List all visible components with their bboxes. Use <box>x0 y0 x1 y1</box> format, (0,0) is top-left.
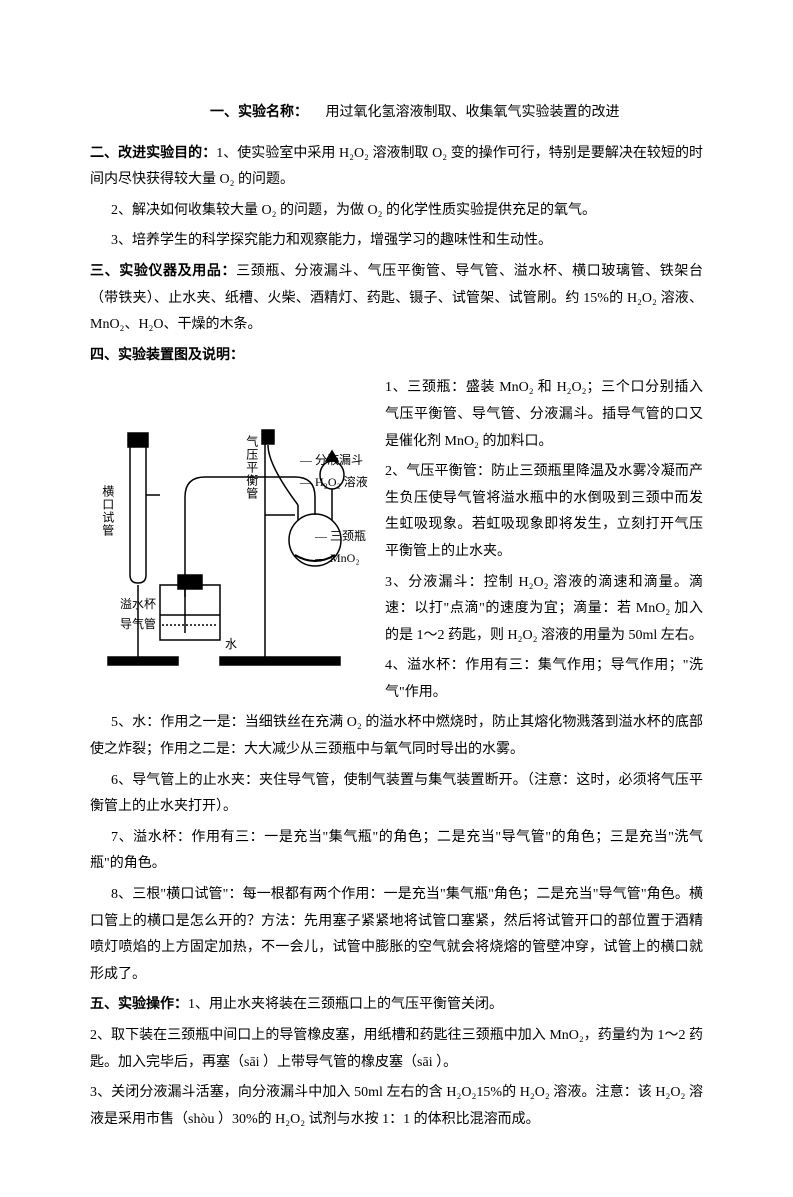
sec3-label: 三、实验仪器及用品： <box>90 264 236 279</box>
r4: 4、溢水杯：作用有三：集气作用；导气作用；"洗气"作用。 <box>385 653 703 706</box>
p6: 6、导气管上的止水夹：夹住导气管，使制气装置与集气装置断开。（注意：这时，必须将… <box>90 768 703 821</box>
p5: 5、水：作用之一是：当细铁丝在充满 O₂ 的溢水杯中燃烧时，防止其熔化物溅落到溢… <box>90 710 703 763</box>
label-sanjing: — 三颈瓶 <box>315 525 366 548</box>
r2: 2、气压平衡管：防止三颈瓶里降温及水雾冷凝而产生负压使导气管将溢水瓶中的水倒吸到… <box>385 459 703 565</box>
p8: 8、三根"横口试管"：每一根都有两个作用：一是充当"集气瓶"角色；二是充当"导气… <box>90 882 703 988</box>
op1: 1、用止水夹将装在三颈瓶口上的气压平衡管关闭。 <box>188 997 503 1012</box>
title-line: 一、实验名称： 用过氧化氢溶液制取、收集氧气实验装置的改进 <box>90 100 703 127</box>
page: 一、实验名称： 用过氧化氢溶液制取、收集氧气实验装置的改进 二、改进实验目的：1… <box>0 0 793 1197</box>
label-shui: 水 <box>225 633 237 656</box>
sec4-right: 1、三颈瓶：盛装 MnO₂ 和 H₂O₂；三个口分别插入气压平衡管、导气管、分液… <box>385 375 703 706</box>
p7: 7、溢水杯：作用有三：一是充当"集气瓶"的角色；二是充当"导气管"的角色；三是充… <box>90 825 703 878</box>
op3: 3、关闭分液漏斗活塞，向分液漏斗中加入 50ml 左右的含 H₂O₂15%的 H… <box>90 1080 703 1133</box>
sec5: 五、实验操作：1、用止水夹将装在三颈瓶口上的气压平衡管关闭。 <box>90 992 703 1019</box>
figure-wrap: 气压平衡管 — 分液漏斗 — H₂O₂ 溶液 — 三颈瓶 — MnO₂ 横口试管… <box>90 375 703 710</box>
label-qiya: 气压平衡管 <box>240 435 263 500</box>
label-daoqi: 导气管 <box>120 613 156 636</box>
label-mno2: — MnO₂ <box>315 547 360 570</box>
title-text: 用过氧化氢溶液制取、收集氧气实验装置的改进 <box>326 105 620 120</box>
apparatus-diagram: 气压平衡管 — 分液漏斗 — H₂O₂ 溶液 — 三颈瓶 — MnO₂ 横口试管… <box>90 375 370 675</box>
sec3: 三、实验仪器及用品：三颈瓶、分液漏斗、气压平衡管、导气管、溢水杯、横口玻璃管、铁… <box>90 259 703 339</box>
sec2: 二、改进实验目的：1、使实验室中采用 H₂O₂ 溶液制取 O₂ 变的操作可行，特… <box>90 141 703 194</box>
sec4-header: 四、实验装置图及说明： <box>90 343 703 370</box>
sec4-label: 四、实验装置图及说明： <box>90 348 244 363</box>
r3: 3、分液漏斗：控制 H₂O₂ 溶液的滴速和滴量。滴速：以打"点滴"的速度为宜；滴… <box>385 570 703 650</box>
label-h2o2: — H₂O₂ 溶液 <box>300 471 368 494</box>
sec2-p3: 3、培养学生的科学探究能力和观察能力，增强学习的趣味性和生动性。 <box>90 228 703 255</box>
r1: 1、三颈瓶：盛装 MnO₂ 和 H₂O₂；三个口分别插入气压平衡管、导气管、分液… <box>385 375 703 455</box>
label-fenye: — 分液漏斗 <box>300 449 363 472</box>
op2: 2、取下装在三颈瓶中间口上的导管橡皮塞，用纸槽和药匙往三颈瓶中加入 MnO₂，药… <box>90 1023 703 1076</box>
sec2-label: 二、改进实验目的： <box>90 146 216 161</box>
sec1-label: 一、实验名称： <box>210 105 308 120</box>
sec2-p2: 2、解决如何收集较大量 O₂ 的问题，为做 O₂ 的化学性质实验提供充足的氧气。 <box>90 198 703 225</box>
label-hengkou: 横口试管 <box>96 485 119 537</box>
sec5-label: 五、实验操作： <box>90 997 188 1012</box>
